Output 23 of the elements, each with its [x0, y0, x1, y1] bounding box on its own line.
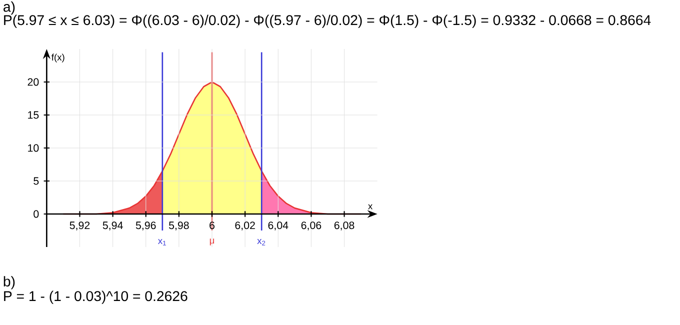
- text: b): [4, 276, 15, 290]
- x-axis-title: x: [368, 204, 373, 210]
- y-tick-label: 10: [28, 144, 39, 152]
- ref-line-label: x$_{2}$: [257, 239, 266, 246]
- ref-line-label: μ: [210, 238, 214, 246]
- x-tick-label: 6,02: [235, 222, 255, 230]
- x-tick-label: 5,98: [168, 222, 189, 230]
- x-tick-label: 6,04: [268, 222, 288, 230]
- x-tick-label: 5,92: [70, 222, 90, 230]
- x-tick-label: 5,94: [102, 222, 123, 230]
- y-tick-label: 15: [28, 111, 39, 119]
- y-axis-title: f(x): [52, 54, 64, 62]
- x-tick-label: 6,08: [334, 222, 354, 230]
- x-tick-label: 6,06: [301, 222, 322, 230]
- ref-line-label: x$_{1}$: [158, 239, 166, 246]
- text: a): [4, 1, 15, 15]
- y-tick-label: 0: [34, 210, 39, 218]
- y-tick-label: 5: [34, 177, 39, 185]
- x-tick-label: 6: [210, 222, 214, 230]
- text: P = 1 - (1 - 0.03)^10 = 0.2626: [4, 290, 188, 304]
- y-tick-label: 20: [28, 78, 39, 86]
- text: P(5.97 ≤ x ≤ 6.03) = Φ((6.03 - 6)/0.02) - Φ((5.97 - 6)/0.02) = Φ(1.5) - Φ(-1.5) = 0.9332 - 0.0668 = 0.8664: [4, 14, 651, 28]
- x-tick-label: 5,96: [136, 222, 156, 230]
